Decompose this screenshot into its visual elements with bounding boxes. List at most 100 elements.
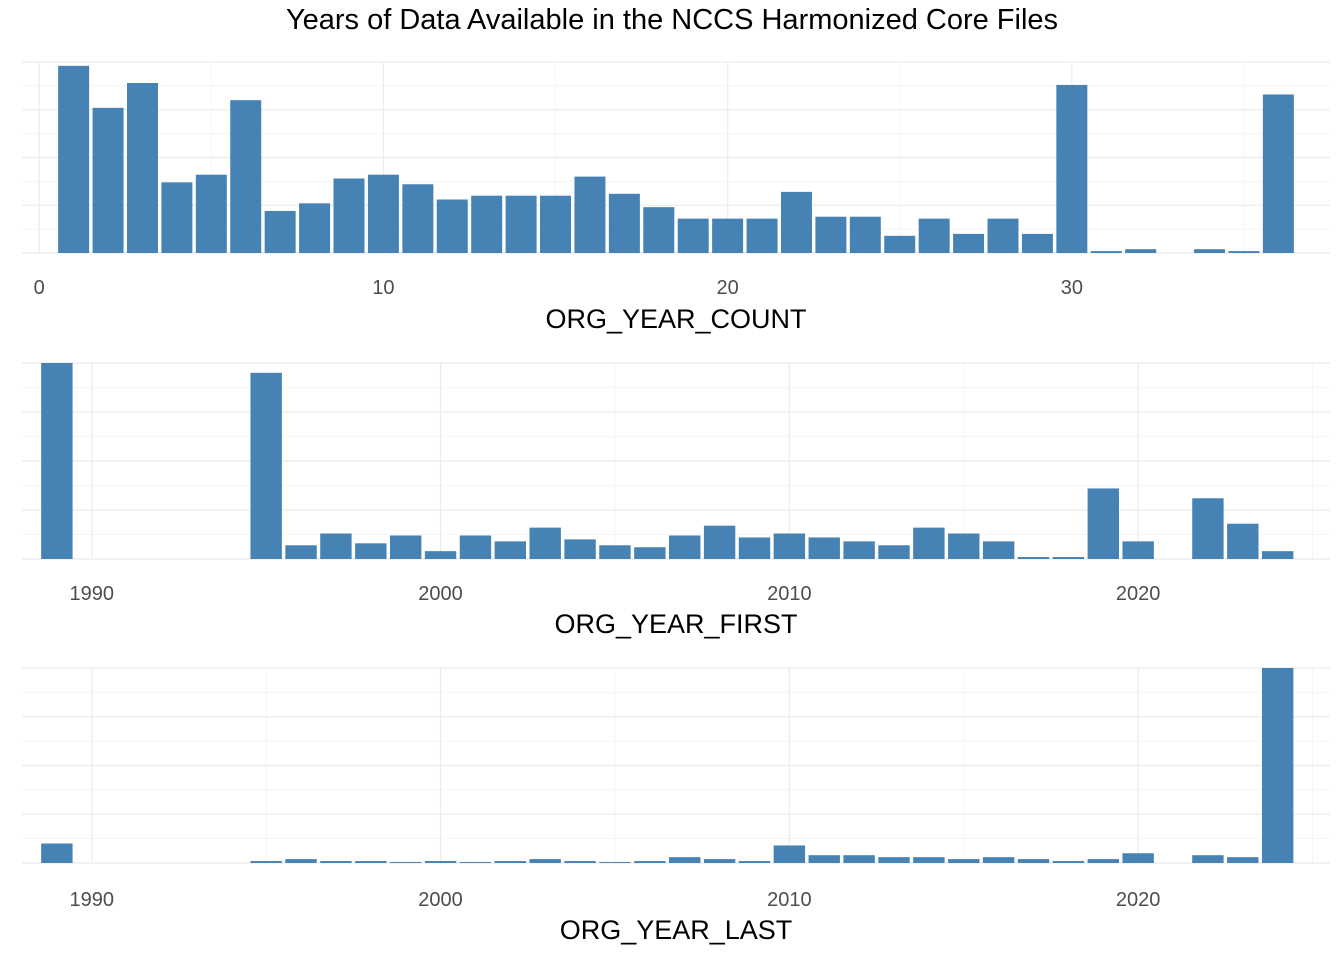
bars bbox=[41, 363, 1294, 559]
bar bbox=[494, 541, 527, 559]
bar bbox=[1087, 488, 1119, 559]
bar bbox=[1017, 557, 1050, 559]
bar bbox=[1125, 249, 1157, 253]
x-axis-title: ORG_YEAR_COUNT bbox=[545, 304, 806, 334]
bar bbox=[599, 545, 631, 559]
panel-org-year-last: 1990 2000 2010 2020 ORG_YEAR_LAST bbox=[22, 667, 1330, 945]
bar bbox=[471, 195, 503, 253]
bar bbox=[669, 535, 701, 559]
bar bbox=[738, 537, 771, 559]
bar bbox=[250, 372, 282, 559]
bar bbox=[982, 541, 1015, 559]
bar bbox=[436, 199, 468, 253]
bars bbox=[58, 65, 1294, 253]
panel-org-year-count: 0 10 20 30 ORG_YEAR_COUNT bbox=[22, 61, 1330, 334]
bar bbox=[948, 533, 980, 559]
bar bbox=[529, 527, 561, 559]
x-tick-label: 10 bbox=[372, 277, 394, 299]
bar bbox=[669, 857, 701, 863]
bar bbox=[1192, 855, 1224, 863]
bar bbox=[92, 107, 124, 253]
bar bbox=[564, 539, 596, 559]
bar bbox=[126, 83, 158, 253]
bar bbox=[424, 861, 457, 863]
bar bbox=[1261, 668, 1294, 863]
bar bbox=[808, 537, 840, 559]
bar bbox=[1227, 523, 1259, 559]
bar bbox=[320, 533, 352, 559]
x-tick-label: 30 bbox=[1061, 277, 1083, 299]
bar bbox=[250, 861, 282, 863]
bar bbox=[982, 857, 1015, 863]
bar bbox=[913, 527, 945, 559]
bar bbox=[195, 174, 227, 253]
bar bbox=[505, 195, 537, 253]
bar bbox=[1228, 251, 1260, 253]
bar bbox=[1052, 557, 1085, 559]
bar bbox=[1262, 94, 1294, 253]
bar bbox=[1056, 84, 1088, 253]
bar bbox=[878, 545, 910, 559]
bar bbox=[703, 859, 736, 863]
x-tick-label: 2020 bbox=[1116, 583, 1161, 605]
x-tick-label: 2000 bbox=[418, 889, 463, 911]
gridlines bbox=[22, 667, 1330, 864]
bar bbox=[389, 862, 422, 863]
x-axis-title: ORG_YEAR_FIRST bbox=[554, 609, 797, 639]
bar bbox=[599, 862, 631, 863]
bar bbox=[285, 859, 317, 863]
bar bbox=[815, 216, 847, 253]
bars bbox=[41, 668, 1294, 863]
gridlines bbox=[22, 362, 1330, 560]
bar bbox=[843, 541, 875, 559]
bar bbox=[780, 191, 812, 253]
bar bbox=[1192, 498, 1224, 559]
x-tick-label: 0 bbox=[34, 277, 45, 299]
x-tick-label: 2020 bbox=[1116, 889, 1161, 911]
x-tick-label: 1990 bbox=[70, 889, 115, 911]
bar bbox=[608, 193, 640, 253]
bar bbox=[1090, 251, 1122, 253]
bar bbox=[703, 525, 736, 559]
x-axis-title: ORG_YEAR_LAST bbox=[560, 915, 793, 945]
bar bbox=[1122, 853, 1154, 863]
x-tick-label: 1990 bbox=[70, 583, 115, 605]
bar bbox=[878, 857, 910, 863]
bar bbox=[677, 218, 709, 253]
bar bbox=[1261, 551, 1294, 559]
bar bbox=[808, 855, 840, 863]
bar bbox=[494, 861, 527, 863]
bar bbox=[913, 857, 945, 863]
bar bbox=[773, 533, 806, 559]
bar bbox=[230, 100, 262, 253]
bar bbox=[333, 178, 365, 253]
x-tick-label: 2010 bbox=[767, 889, 812, 911]
bar bbox=[1021, 233, 1053, 253]
bar bbox=[41, 843, 73, 863]
x-tick-label: 2000 bbox=[418, 583, 463, 605]
panel-org-year-first: 1990 2000 2010 2020 ORG_YEAR_FIRST bbox=[22, 362, 1330, 639]
bar bbox=[58, 65, 90, 253]
bar bbox=[574, 176, 606, 253]
bar bbox=[355, 543, 387, 559]
bar bbox=[849, 216, 881, 253]
bar bbox=[1087, 859, 1119, 863]
bar bbox=[564, 861, 596, 863]
bar bbox=[161, 182, 193, 253]
bar bbox=[299, 203, 331, 253]
bar bbox=[746, 218, 778, 253]
bar bbox=[918, 218, 950, 253]
bar bbox=[424, 551, 457, 559]
bar bbox=[355, 861, 387, 863]
bar bbox=[948, 859, 980, 863]
bar bbox=[540, 195, 572, 253]
bar bbox=[1122, 541, 1154, 559]
bar bbox=[402, 184, 434, 253]
bar bbox=[529, 859, 561, 863]
bar bbox=[41, 363, 73, 559]
bar bbox=[843, 855, 875, 863]
bar bbox=[264, 210, 296, 253]
bar bbox=[738, 861, 771, 863]
bar bbox=[884, 235, 916, 253]
